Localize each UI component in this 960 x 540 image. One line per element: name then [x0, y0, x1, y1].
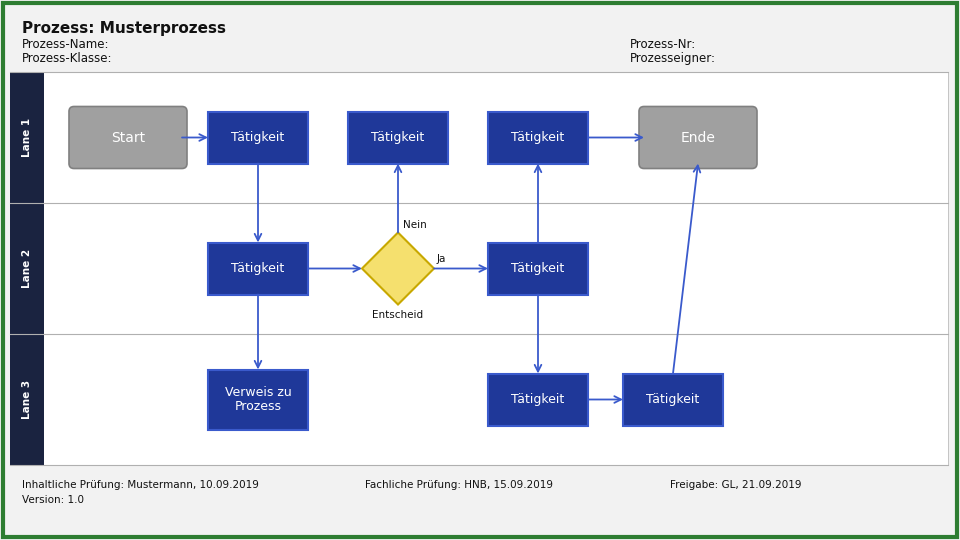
- Text: Freigabe: GL, 21.09.2019: Freigabe: GL, 21.09.2019: [670, 480, 802, 490]
- Bar: [10, 334, 948, 465]
- Text: Verweis zu
Prozess: Verweis zu Prozess: [225, 386, 292, 414]
- Polygon shape: [362, 233, 434, 305]
- Text: Prozess-Nr:: Prozess-Nr:: [630, 38, 696, 51]
- Text: Version: 1.0: Version: 1.0: [22, 495, 84, 505]
- Text: Prozess-Name:: Prozess-Name:: [22, 38, 109, 51]
- FancyBboxPatch shape: [639, 106, 757, 168]
- Text: Prozess: Musterprozess: Prozess: Musterprozess: [22, 21, 226, 36]
- FancyBboxPatch shape: [348, 111, 448, 164]
- Text: Lane 2: Lane 2: [22, 249, 32, 288]
- Bar: [10, 203, 44, 334]
- FancyBboxPatch shape: [488, 374, 588, 426]
- Text: Tätigkeit: Tätigkeit: [231, 131, 284, 144]
- FancyBboxPatch shape: [208, 242, 308, 294]
- FancyBboxPatch shape: [3, 3, 957, 537]
- Text: Tätigkeit: Tätigkeit: [372, 131, 424, 144]
- FancyBboxPatch shape: [488, 111, 588, 164]
- FancyBboxPatch shape: [69, 106, 187, 168]
- Text: Tätigkeit: Tätigkeit: [231, 262, 284, 275]
- Text: Ende: Ende: [681, 131, 715, 145]
- Text: Start: Start: [111, 131, 145, 145]
- Text: Lane 3: Lane 3: [22, 380, 32, 419]
- Text: Fachliche Prüfung: HNB, 15.09.2019: Fachliche Prüfung: HNB, 15.09.2019: [365, 480, 553, 490]
- Text: Tätigkeit: Tätigkeit: [646, 393, 700, 406]
- Bar: [10, 72, 948, 203]
- Text: Tätigkeit: Tätigkeit: [512, 262, 564, 275]
- FancyBboxPatch shape: [208, 111, 308, 164]
- FancyBboxPatch shape: [623, 374, 723, 426]
- Text: Tätigkeit: Tätigkeit: [512, 393, 564, 406]
- Text: Prozess-Klasse:: Prozess-Klasse:: [22, 52, 112, 65]
- Text: Inhaltliche Prüfung: Mustermann, 10.09.2019: Inhaltliche Prüfung: Mustermann, 10.09.2…: [22, 480, 259, 490]
- Bar: [10, 72, 44, 203]
- Bar: [10, 203, 948, 334]
- Text: Prozesseigner:: Prozesseigner:: [630, 52, 716, 65]
- Text: Lane 1: Lane 1: [22, 118, 32, 157]
- Text: Tätigkeit: Tätigkeit: [512, 131, 564, 144]
- FancyBboxPatch shape: [208, 369, 308, 429]
- Text: Entscheid: Entscheid: [372, 309, 423, 320]
- Text: Ja: Ja: [437, 253, 446, 264]
- FancyBboxPatch shape: [488, 242, 588, 294]
- Bar: [10, 334, 44, 465]
- Text: Nein: Nein: [403, 219, 427, 230]
